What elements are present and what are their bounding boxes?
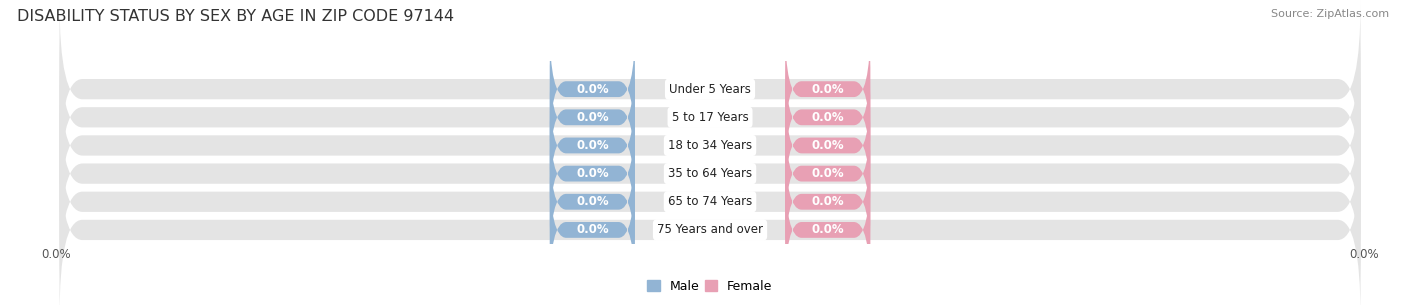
Text: 0.0%: 0.0%	[576, 83, 609, 96]
Text: 5 to 17 Years: 5 to 17 Years	[672, 111, 748, 124]
Text: 0.0%: 0.0%	[811, 83, 844, 96]
FancyBboxPatch shape	[59, 142, 1361, 305]
Text: 65 to 74 Years: 65 to 74 Years	[668, 195, 752, 208]
FancyBboxPatch shape	[59, 113, 1361, 290]
FancyBboxPatch shape	[785, 55, 870, 180]
FancyBboxPatch shape	[550, 83, 636, 208]
Legend: Male, Female: Male, Female	[648, 280, 772, 293]
FancyBboxPatch shape	[785, 111, 870, 236]
Text: 0.0%: 0.0%	[811, 167, 844, 180]
FancyBboxPatch shape	[550, 111, 636, 236]
FancyBboxPatch shape	[785, 139, 870, 264]
FancyBboxPatch shape	[59, 29, 1361, 206]
FancyBboxPatch shape	[550, 27, 636, 152]
FancyBboxPatch shape	[550, 55, 636, 180]
FancyBboxPatch shape	[785, 167, 870, 292]
Text: 75 Years and over: 75 Years and over	[657, 224, 763, 236]
Text: 0.0%: 0.0%	[576, 111, 609, 124]
FancyBboxPatch shape	[550, 167, 636, 292]
FancyBboxPatch shape	[59, 57, 1361, 234]
Text: DISABILITY STATUS BY SEX BY AGE IN ZIP CODE 97144: DISABILITY STATUS BY SEX BY AGE IN ZIP C…	[17, 9, 454, 24]
Text: 0.0%: 0.0%	[811, 195, 844, 208]
Text: Under 5 Years: Under 5 Years	[669, 83, 751, 96]
Text: 0.0%: 0.0%	[811, 139, 844, 152]
Text: 0.0%: 0.0%	[576, 195, 609, 208]
Text: Source: ZipAtlas.com: Source: ZipAtlas.com	[1271, 9, 1389, 19]
Text: 0.0%: 0.0%	[576, 139, 609, 152]
FancyBboxPatch shape	[59, 1, 1361, 178]
FancyBboxPatch shape	[785, 27, 870, 152]
Text: 0.0%: 0.0%	[576, 224, 609, 236]
FancyBboxPatch shape	[550, 139, 636, 264]
FancyBboxPatch shape	[59, 85, 1361, 262]
Text: 0.0%: 0.0%	[811, 224, 844, 236]
Text: 18 to 34 Years: 18 to 34 Years	[668, 139, 752, 152]
Text: 0.0%: 0.0%	[576, 167, 609, 180]
Text: 35 to 64 Years: 35 to 64 Years	[668, 167, 752, 180]
Text: 0.0%: 0.0%	[811, 111, 844, 124]
FancyBboxPatch shape	[785, 83, 870, 208]
